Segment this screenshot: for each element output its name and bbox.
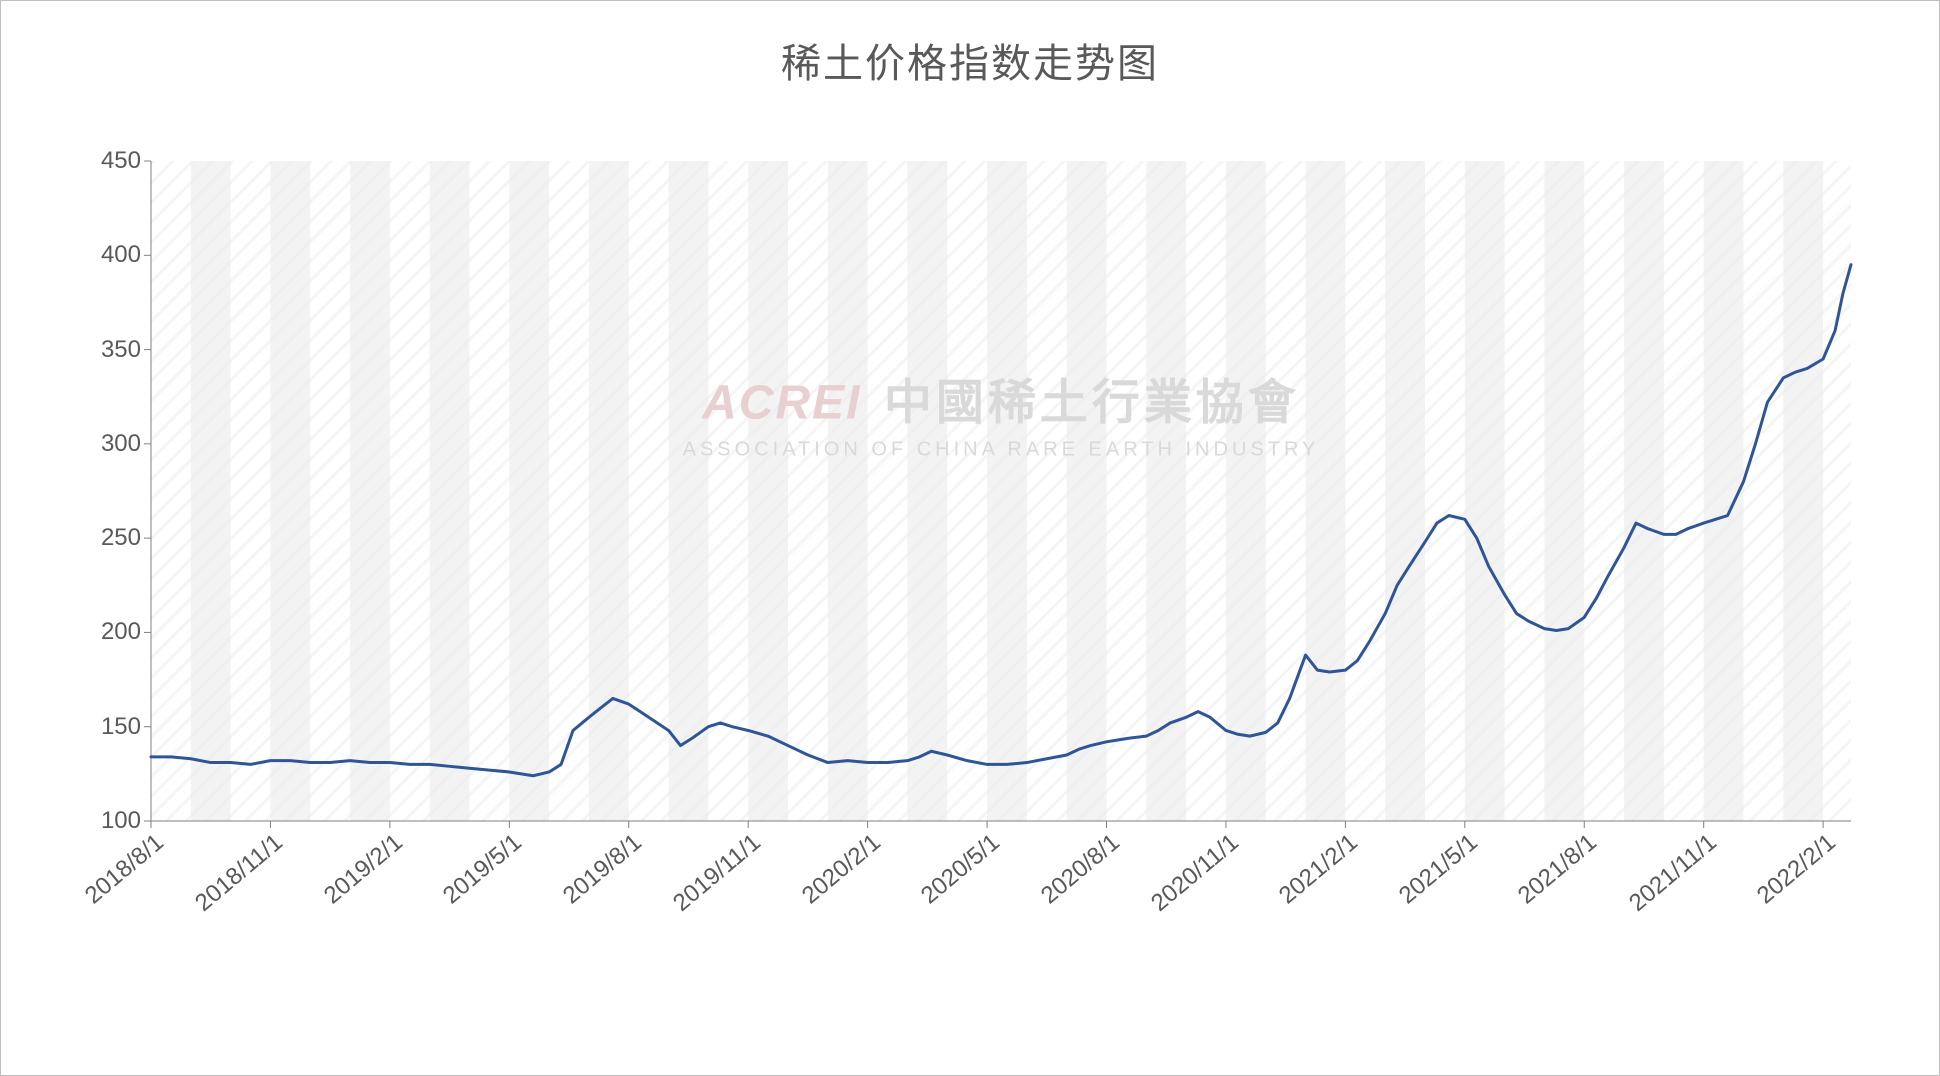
- chart-title: 稀土价格指数走势图: [1, 31, 1939, 89]
- chart-container: 稀土价格指数走势图 ACREI 中國稀土行業協會 ASSOCIATION OF …: [0, 0, 1940, 1076]
- x-tick-label: 2020/8/1: [1029, 821, 1125, 910]
- x-tick-label: 2021/8/1: [1507, 821, 1603, 910]
- x-tick-label: 2019/8/1: [551, 821, 647, 910]
- x-tick-label: 2020/2/1: [790, 821, 886, 910]
- y-tick-label: 400: [101, 241, 151, 269]
- x-tick-label: 2020/11/1: [1140, 821, 1245, 918]
- y-tick-label: 250: [101, 524, 151, 552]
- y-tick-label: 200: [101, 618, 151, 646]
- x-tick-label: 2019/2/1: [312, 821, 408, 910]
- x-tick-label: 2019/11/1: [662, 821, 767, 918]
- x-tick-label: 2021/5/1: [1387, 821, 1483, 910]
- x-tick-label: 2020/5/1: [909, 821, 1005, 910]
- y-tick-label: 150: [101, 713, 151, 741]
- y-tick-label: 350: [101, 336, 151, 364]
- x-tick-label: 2021/2/1: [1268, 821, 1364, 910]
- y-tick-label: 300: [101, 430, 151, 458]
- x-tick-label: 2018/11/1: [184, 821, 289, 918]
- y-tick-label: 450: [101, 147, 151, 175]
- x-tick-label: 2021/11/1: [1617, 821, 1722, 918]
- x-tick-label: 2019/5/1: [432, 821, 528, 910]
- x-tick-label: 2022/2/1: [1746, 821, 1842, 910]
- plot-area: ACREI 中國稀土行業協會 ASSOCIATION OF CHINA RARE…: [151, 161, 1851, 821]
- plot-svg: [151, 161, 1851, 821]
